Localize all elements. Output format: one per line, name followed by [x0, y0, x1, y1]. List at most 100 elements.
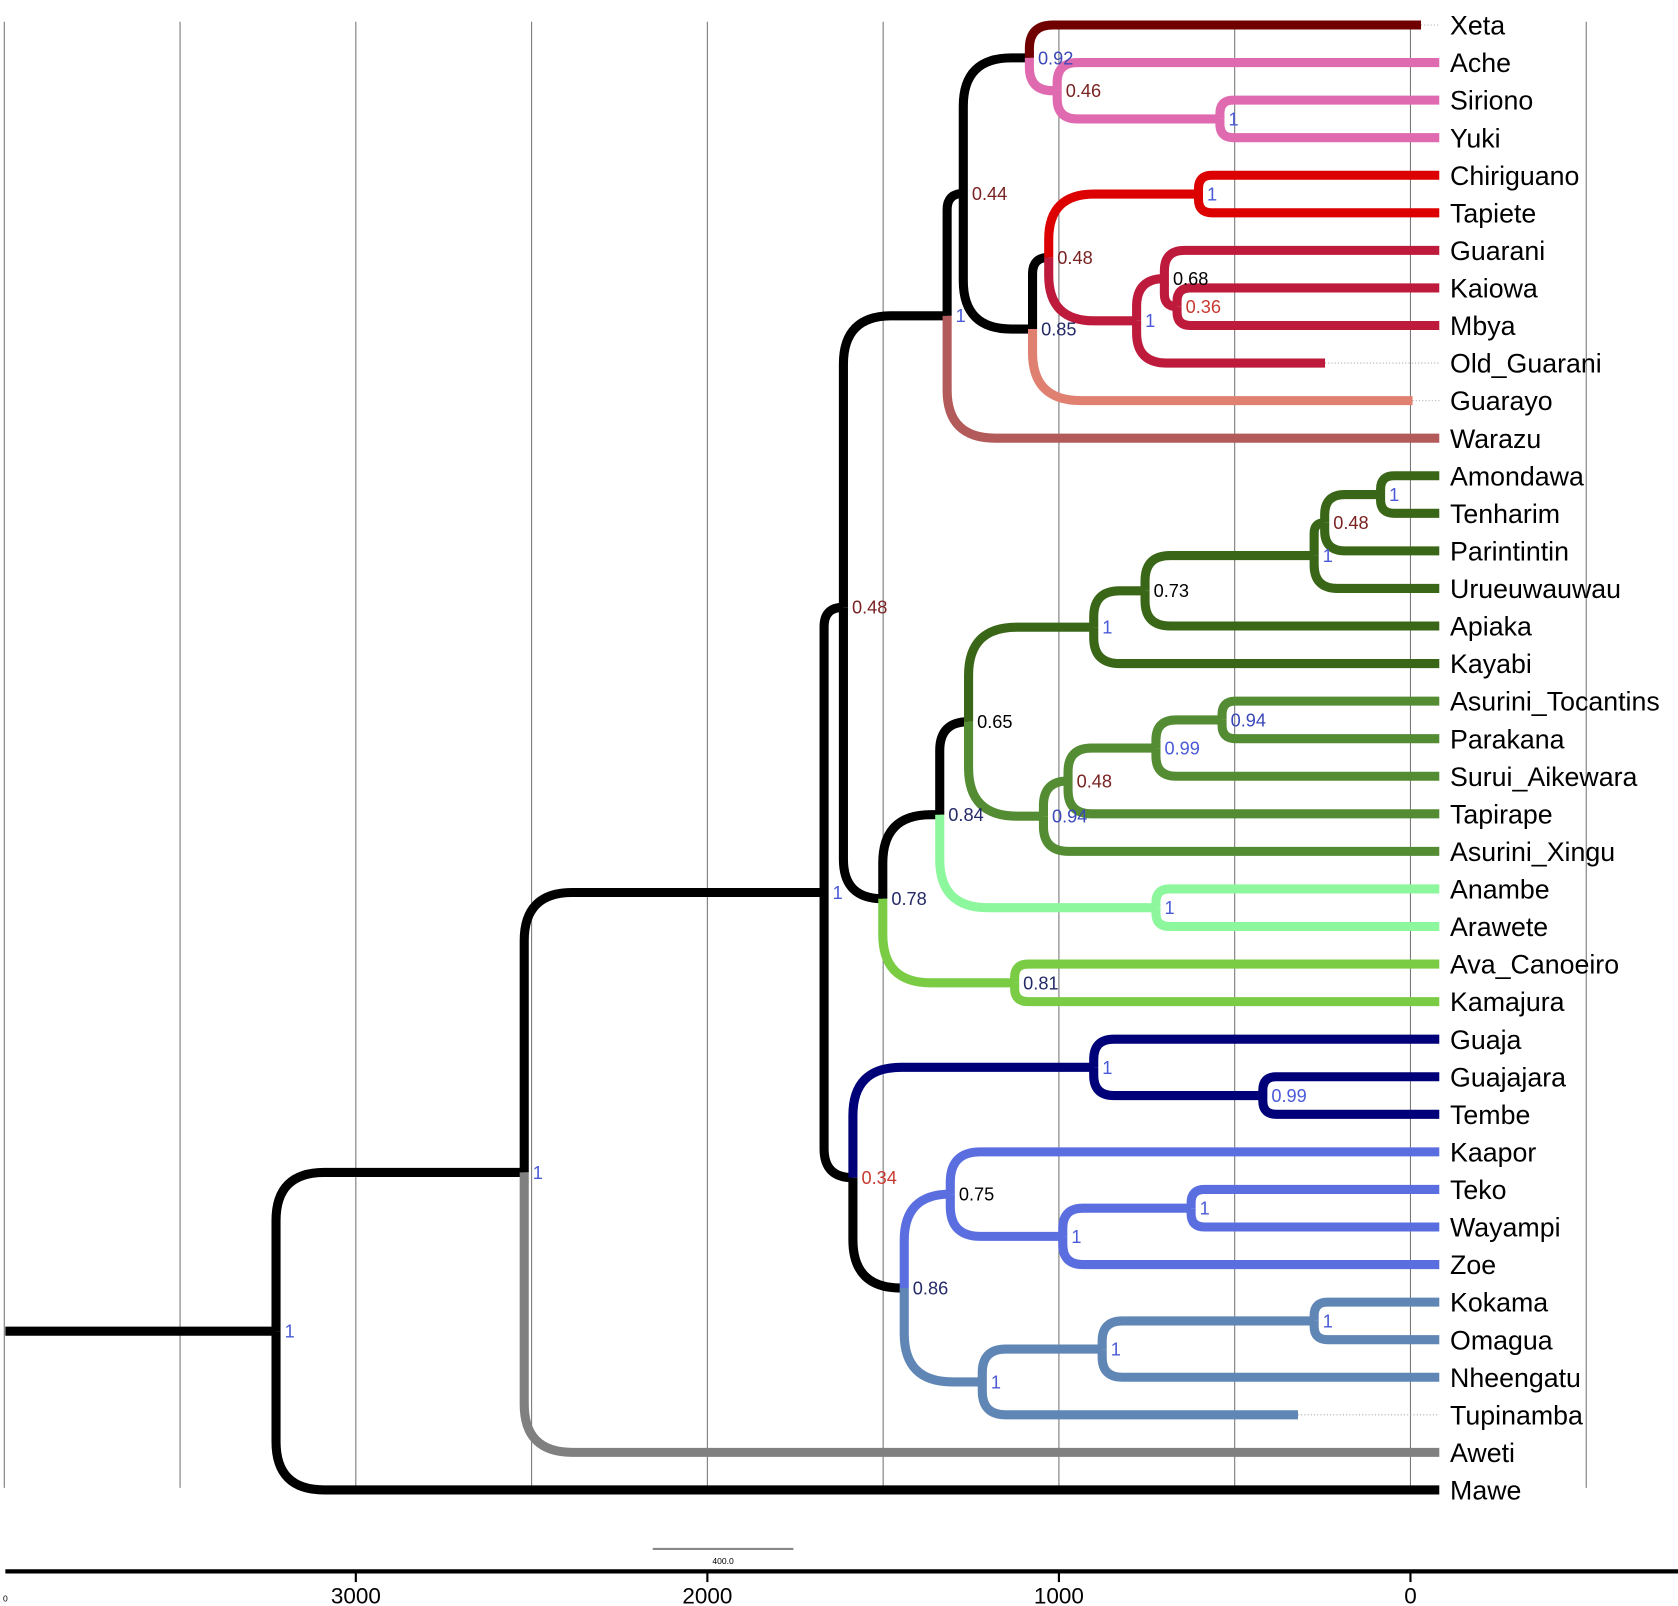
taxon-label-teko: Teko	[1450, 1175, 1507, 1205]
branch	[1151, 748, 1440, 781]
taxon-label-yuki: Yuki	[1450, 123, 1501, 153]
branch	[1159, 245, 1440, 279]
scale-bar: 400.0	[652, 1547, 794, 1566]
support-value: 1	[533, 1163, 543, 1183]
support-value: 1	[1102, 618, 1112, 638]
support-value: 0.94	[1231, 710, 1266, 730]
support-value: 1	[1389, 485, 1399, 505]
taxon-label-old_guarani: Old_Guarani	[1450, 349, 1602, 379]
support-value: 1	[1200, 1199, 1210, 1219]
branch	[519, 887, 825, 1173]
support-value: 0.48	[1333, 513, 1368, 533]
taxon-label-mbya: Mbya	[1450, 311, 1516, 341]
branch	[945, 1147, 1440, 1195]
branch	[1132, 273, 1165, 321]
axis-tick-label: 0	[1404, 1583, 1417, 1606]
branch	[848, 1177, 905, 1293]
taxon-label-warazu: Warazu	[1450, 424, 1541, 454]
support-value: 0.34	[861, 1168, 896, 1188]
branch	[1320, 522, 1440, 556]
branch	[945, 1194, 1063, 1241]
support-value: 0.65	[977, 712, 1012, 732]
branch	[1038, 776, 1069, 817]
branch	[838, 607, 883, 904]
scale-bar-label: 400.0	[712, 1556, 734, 1566]
branch	[1376, 471, 1440, 495]
branch	[1217, 719, 1440, 744]
branch	[1044, 257, 1137, 326]
taxon-label-kokama: Kokama	[1450, 1288, 1548, 1318]
support-value: 0.46	[1066, 81, 1101, 101]
branch	[848, 1062, 1094, 1178]
branch	[935, 717, 969, 815]
support-value: 0.94	[1052, 807, 1087, 827]
branch	[271, 1167, 525, 1332]
taxon-label-guajajara: Guajajara	[1450, 1062, 1566, 1092]
taxon-label-guaja: Guaja	[1450, 1025, 1522, 1055]
taxon-label-kamajura: Kamajura	[1450, 987, 1565, 1017]
taxon-label-tapirape: Tapirape	[1450, 799, 1553, 829]
branch	[1320, 489, 1381, 523]
taxon-label-arawete: Arawete	[1450, 912, 1548, 942]
branch	[964, 721, 1044, 821]
taxon-label-asurini_xingu: Asurini_Xingu	[1450, 837, 1615, 867]
branch	[1063, 780, 1440, 819]
branch	[1215, 95, 1440, 119]
taxon-label-guarayo: Guarayo	[1450, 386, 1553, 416]
branch	[1140, 590, 1440, 631]
support-value: 0.48	[1077, 771, 1112, 791]
taxon-label-aweti: Aweti	[1450, 1438, 1515, 1468]
branch	[1215, 118, 1440, 143]
branch	[1089, 1034, 1440, 1068]
support-value: 1	[991, 1372, 1001, 1392]
branch	[1258, 1095, 1440, 1119]
taxon-label-urueuwauwau: Urueuwauwau	[1450, 574, 1621, 604]
support-value: 0.99	[1165, 738, 1200, 758]
taxon-label-omagua: Omagua	[1450, 1325, 1553, 1355]
support-labels: 10.460.9210.360.6810.480.850.44110.4810.…	[285, 48, 1400, 1392]
taxon-label-guarani: Guarani	[1450, 236, 1545, 266]
branch	[1097, 1316, 1315, 1350]
support-value: 1	[285, 1322, 295, 1342]
branch	[1172, 283, 1440, 307]
taxon-label-asurini_tocantins: Asurini_Tocantins	[1450, 687, 1660, 717]
branch	[1376, 494, 1440, 518]
branch	[1309, 1297, 1440, 1321]
branch	[958, 53, 1030, 194]
branch	[1044, 189, 1199, 258]
taxon-label-tupinamba: Tupinamba	[1450, 1400, 1583, 1430]
branch	[1052, 58, 1440, 91]
time-axis: 0 3000 2000 1000 0	[3, 1569, 1678, 1606]
branch	[519, 1172, 1440, 1457]
axis-tick-label: 2000	[682, 1583, 732, 1606]
support-value: 0.92	[1038, 48, 1073, 68]
taxon-label-nheengatu: Nheengatu	[1450, 1363, 1581, 1393]
support-value: 0.48	[852, 598, 887, 618]
taxon-label-ache: Ache	[1450, 48, 1511, 78]
branch	[1132, 320, 1326, 368]
taxon-label-mawe: Mawe	[1450, 1476, 1521, 1506]
branch	[942, 315, 1440, 443]
support-value: 1	[1323, 1311, 1333, 1331]
support-value: 1	[1071, 1227, 1081, 1247]
support-value: 0.85	[1041, 319, 1076, 339]
branch	[1140, 551, 1315, 591]
support-value: 1	[956, 306, 966, 326]
support-value: 1	[1111, 1339, 1121, 1359]
branch	[1052, 90, 1220, 124]
support-value: 0.36	[1186, 297, 1221, 317]
taxon-label-parintintin: Parintintin	[1450, 537, 1569, 567]
support-value: 1	[1323, 546, 1333, 566]
support-value: 0.84	[948, 805, 983, 825]
tip-labels: Xeta Ache Siriono Yuki Chiriguano Tapiete Guar…	[1450, 11, 1660, 1506]
time-grid	[3, 21, 1587, 1488]
taxon-label-xeta: Xeta	[1450, 11, 1505, 41]
taxon-label-surui_aikewara: Surui_Aikewara	[1450, 762, 1637, 792]
axis-left-label: 0	[3, 1593, 8, 1603]
taxon-label-wayampi: Wayampi	[1450, 1213, 1561, 1243]
support-value: 0.86	[913, 1278, 948, 1298]
branch	[1010, 959, 1440, 983]
branch	[1193, 194, 1440, 218]
branch	[1063, 743, 1156, 781]
